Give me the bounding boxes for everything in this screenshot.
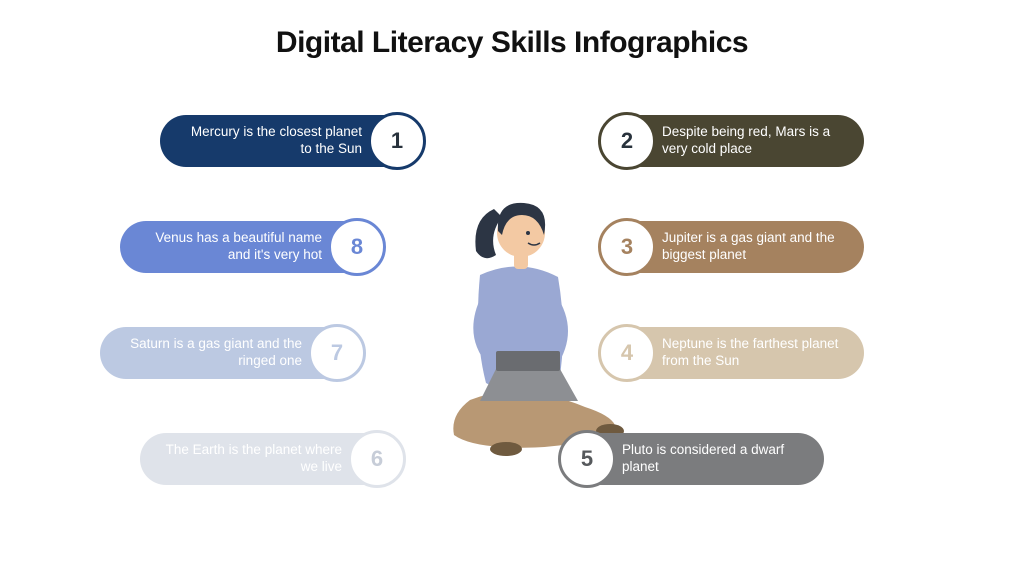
number-badge-4: 4: [598, 324, 656, 382]
person-with-laptop-illustration: [410, 155, 630, 465]
number-badge-2: 2: [598, 112, 656, 170]
number-badge-3: 3: [598, 218, 656, 276]
number-badge-1: 1: [368, 112, 426, 170]
number-badge-8: 8: [328, 218, 386, 276]
infographic-canvas: Digital Literacy Skills Infographics: [0, 0, 1024, 576]
number-badge-6: 6: [348, 430, 406, 488]
number-badge-7: 7: [308, 324, 366, 382]
page-title: Digital Literacy Skills Infographics: [0, 26, 1024, 60]
number-badge-5: 5: [558, 430, 616, 488]
